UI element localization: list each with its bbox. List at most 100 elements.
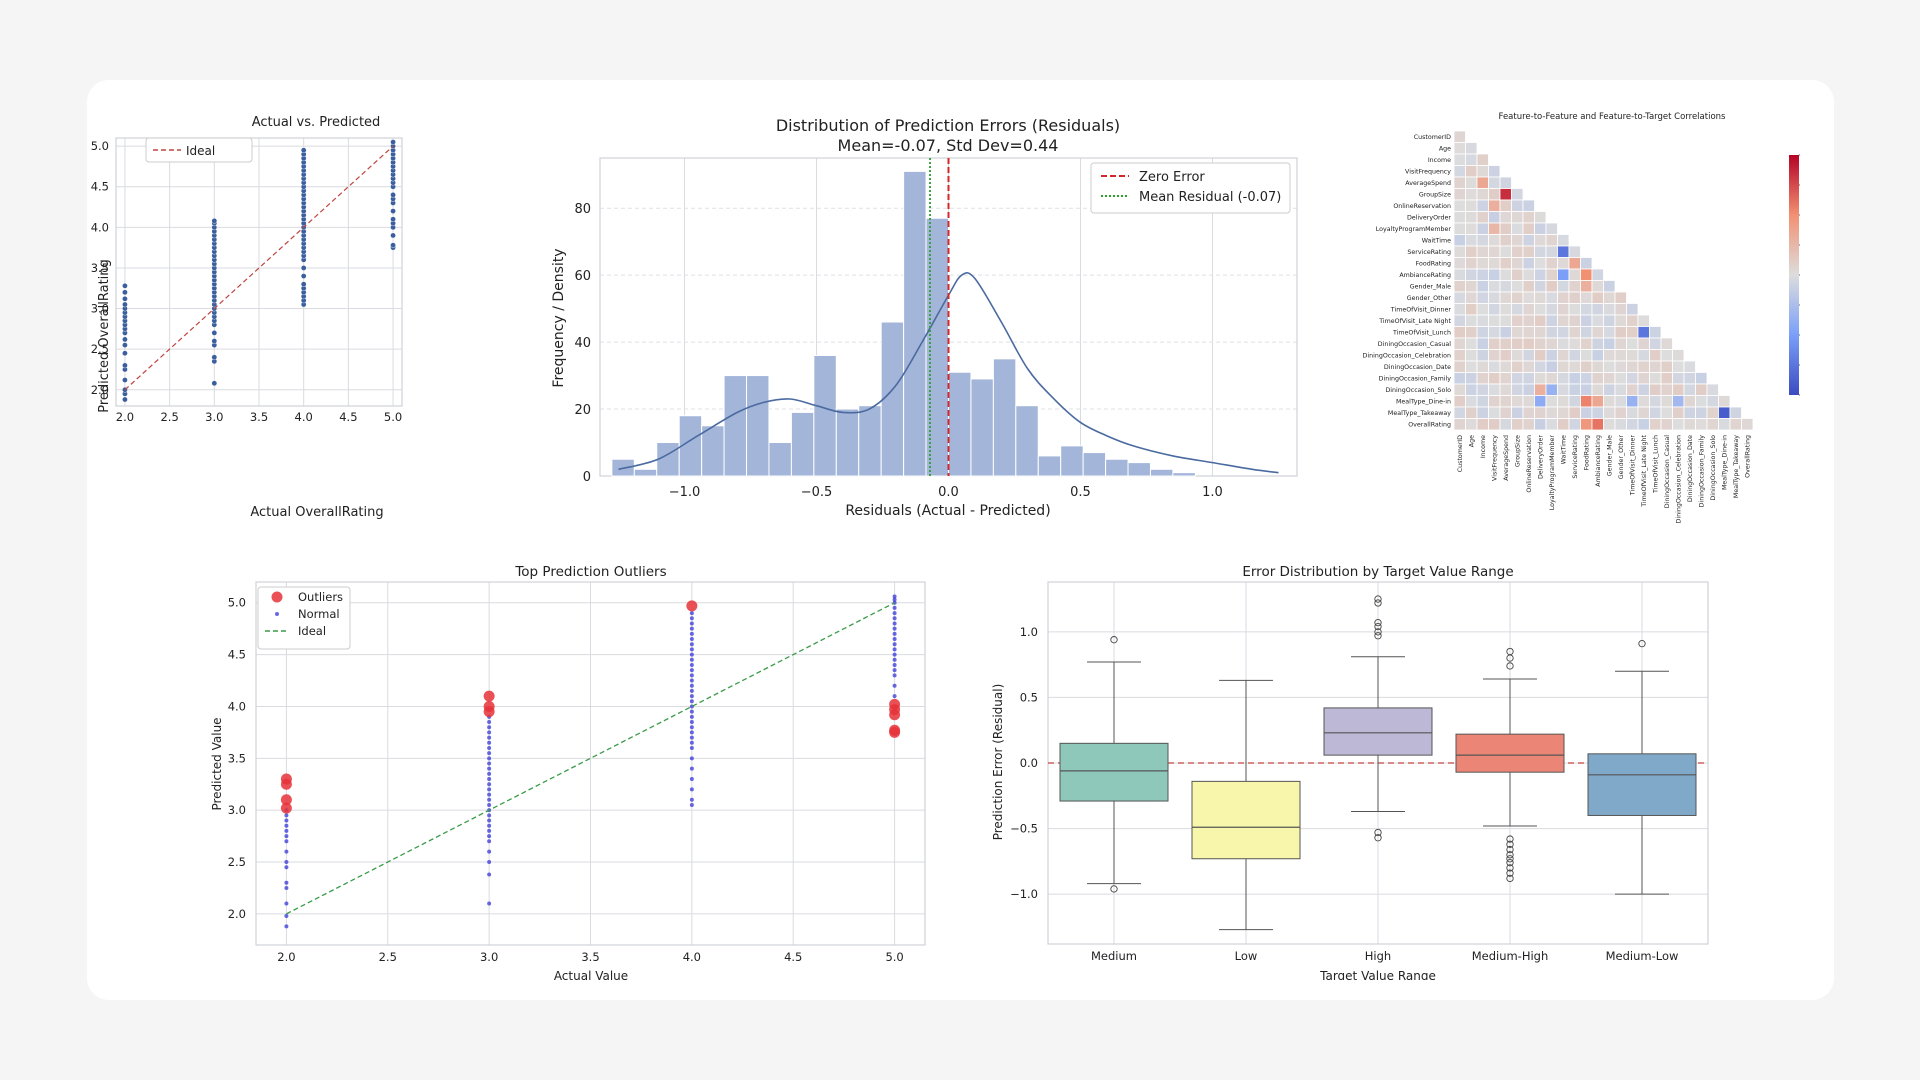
y-tick-label: 1.0 <box>1020 625 1038 639</box>
legend-zero-label: Zero Error <box>1139 170 1205 185</box>
heatmap-cell <box>1488 188 1501 201</box>
heatmap-cell <box>1511 291 1524 304</box>
normal-point <box>892 642 897 647</box>
column-label: Gender_Male <box>1606 435 1613 476</box>
outlier-marker <box>1374 595 1382 603</box>
heatmap-cell <box>1580 303 1593 316</box>
heatmap-cell <box>1591 372 1604 385</box>
normal-point <box>487 797 492 802</box>
heatmap-cell <box>1499 268 1512 281</box>
normal-point <box>487 745 492 750</box>
heatmap-cell <box>1465 349 1478 362</box>
row-label: DiningOccasion_Date <box>1384 364 1451 371</box>
heatmap-cell <box>1499 245 1512 258</box>
heatmap-cell <box>1637 314 1650 327</box>
row-label: DeliveryOrder <box>1407 214 1451 221</box>
histogram-bar <box>858 405 882 477</box>
data-point <box>390 216 396 223</box>
normal-point <box>892 626 897 631</box>
outlier-marker <box>1506 654 1514 662</box>
heatmap-cell <box>1603 406 1616 419</box>
heatmap-cell <box>1453 268 1466 281</box>
ideal-line <box>286 602 895 915</box>
column-label: FoodRating <box>1583 435 1590 470</box>
histogram-bar <box>948 371 972 477</box>
data-point <box>122 396 128 403</box>
heatmap-cell <box>1488 176 1501 189</box>
column-label: AmbianceRating <box>1595 435 1602 487</box>
heatmap-cell <box>1534 337 1547 350</box>
heatmap-cell <box>1568 280 1581 293</box>
legend-ideal-label: Ideal <box>186 144 215 158</box>
heatmap-cell <box>1591 337 1604 350</box>
heatmap-cell <box>1568 406 1581 419</box>
row-label: TimeOfVisit_Lunch <box>1392 329 1451 336</box>
data-point <box>300 281 307 287</box>
histogram-bar <box>1082 452 1107 477</box>
heatmap-cell <box>1672 372 1685 385</box>
heatmap-cell <box>1488 280 1501 293</box>
heatmap-cell <box>1603 383 1616 396</box>
data-point <box>211 338 218 344</box>
heatmap-cell <box>1488 257 1501 270</box>
normal-point <box>892 594 897 599</box>
heatmap-cell <box>1511 372 1524 385</box>
heatmap-cell <box>1534 326 1547 339</box>
heatmap-cell <box>1626 383 1639 396</box>
heatmap-cell <box>1476 326 1489 339</box>
heatmap-cell <box>1465 165 1478 178</box>
heatmap-cell <box>1465 268 1478 281</box>
heatmap-cell <box>1476 291 1489 304</box>
heatmap-cell <box>1672 418 1685 431</box>
data-point <box>122 301 128 308</box>
x-tick-label: −1.0 <box>669 485 701 500</box>
normal-point <box>284 849 289 854</box>
normal-point <box>487 766 492 771</box>
heatmap-cell <box>1534 211 1547 224</box>
column-label: WaitTime <box>1560 435 1567 464</box>
heatmap-cell <box>1488 395 1501 408</box>
heatmap-cell <box>1522 257 1535 270</box>
column-label: CustomerID <box>1457 435 1464 472</box>
heatmap-cell <box>1557 257 1570 270</box>
heatmap-cell <box>1603 372 1616 385</box>
column-label: Gender_Other <box>1618 435 1625 480</box>
histogram-bar <box>1015 405 1039 477</box>
heatmap-cell <box>1545 257 1558 270</box>
column-label: ServiceRating <box>1572 435 1579 479</box>
column-label: Age <box>1468 435 1475 447</box>
y-axis-label: Frequency / Density <box>551 248 567 387</box>
heatmap-cell <box>1603 360 1616 373</box>
column-label: DiningOccasion_Casual <box>1664 435 1671 508</box>
heatmap-cell <box>1453 222 1466 235</box>
heatmap-cell <box>1545 222 1558 235</box>
y-tick-label: 0 <box>583 470 591 485</box>
heatmap-cell <box>1637 372 1650 385</box>
heatmap-cell <box>1453 165 1466 178</box>
y-tick-label: 20 <box>574 403 591 418</box>
heatmap-cell <box>1545 245 1558 258</box>
heatmap-cell <box>1522 245 1535 258</box>
x-tick-label: 2.5 <box>160 410 178 424</box>
heatmap-cell <box>1557 349 1570 362</box>
heatmap-cell <box>1706 418 1719 431</box>
column-label: MealType_Dine-in <box>1721 435 1728 490</box>
column-label: OverallRating <box>1744 435 1751 478</box>
row-label: DiningOccasion_Family <box>1379 375 1452 382</box>
top-outliers-chart: Top Prediction Outliers Actual Value Pre… <box>210 564 926 980</box>
data-point <box>211 380 218 387</box>
x-tick-label: 3.0 <box>205 410 223 424</box>
y-tick-label: 40 <box>574 336 591 351</box>
heatmap-cell <box>1614 337 1627 350</box>
heatmap-cell <box>1580 395 1593 408</box>
heatmap-cell <box>1476 188 1489 201</box>
heatmap-cell <box>1476 349 1489 362</box>
outlier-marker <box>1506 859 1514 867</box>
row-label: DiningOccasion_Celebration <box>1363 352 1452 359</box>
heatmap-cell <box>1580 337 1593 350</box>
heatmap-cell <box>1626 326 1639 339</box>
y-tick-label: −1.0 <box>1010 887 1038 901</box>
heatmap-cell <box>1683 383 1696 396</box>
histogram-bar <box>790 411 815 477</box>
heatmap-cell <box>1568 257 1581 270</box>
